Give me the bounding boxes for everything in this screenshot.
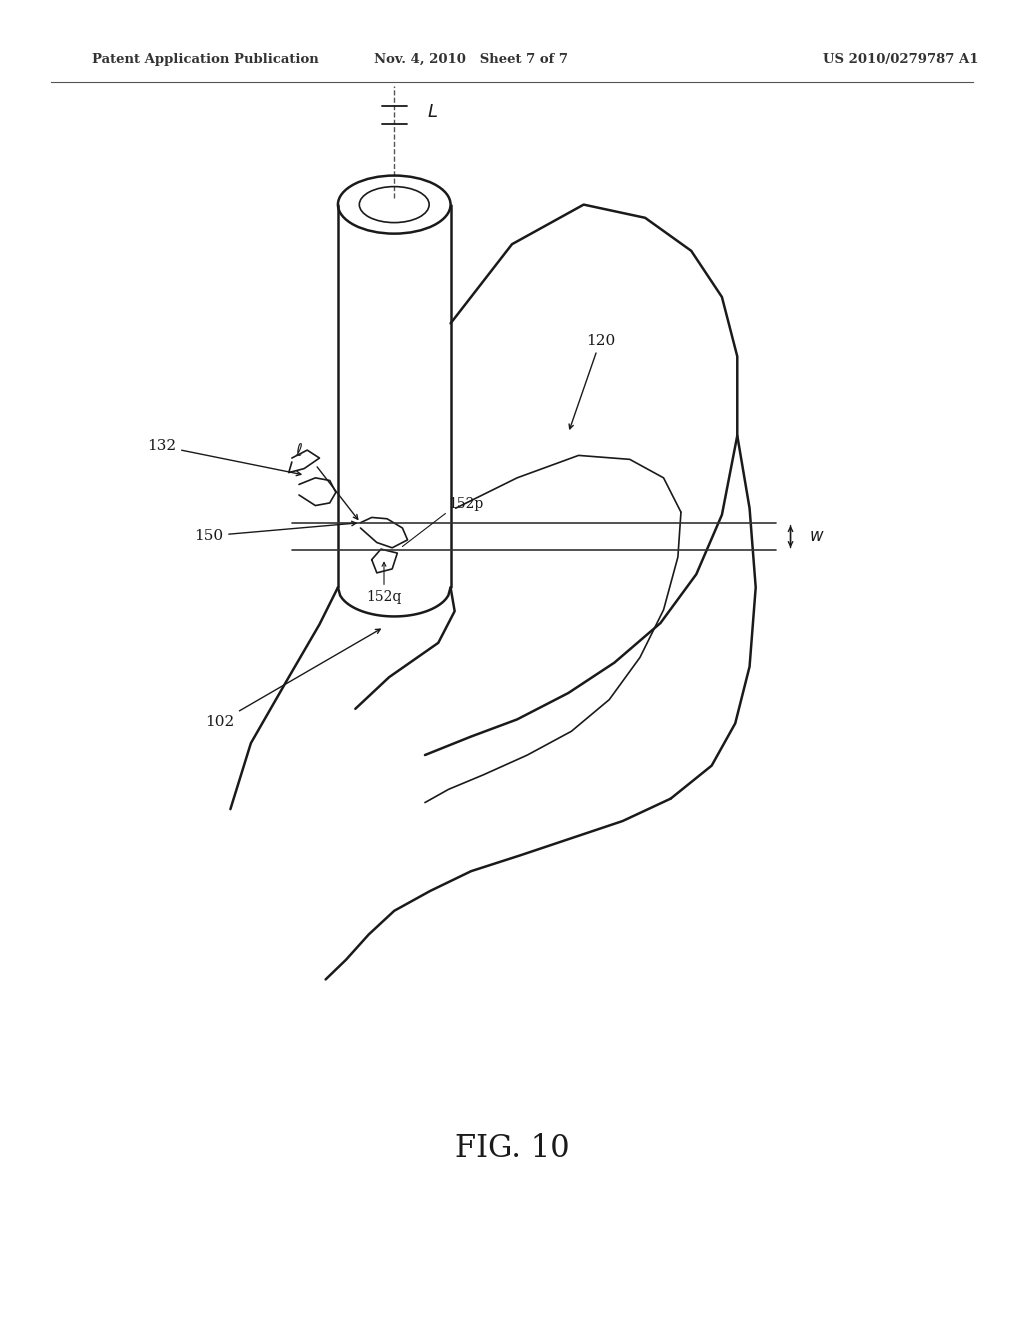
Text: $L$: $L$ [427, 103, 438, 121]
Text: 152q: 152q [367, 562, 401, 605]
Text: 120: 120 [569, 334, 615, 429]
Text: 150: 150 [195, 521, 356, 543]
Text: 132: 132 [147, 440, 301, 475]
Text: FIG. 10: FIG. 10 [455, 1133, 569, 1164]
Text: 102: 102 [206, 630, 380, 729]
Text: 152p: 152p [449, 498, 483, 511]
Text: $\ell$: $\ell$ [295, 444, 303, 459]
Text: Nov. 4, 2010   Sheet 7 of 7: Nov. 4, 2010 Sheet 7 of 7 [374, 53, 568, 66]
Text: $w$: $w$ [809, 528, 824, 545]
Text: US 2010/0279787 A1: US 2010/0279787 A1 [823, 53, 979, 66]
Text: Patent Application Publication: Patent Application Publication [92, 53, 318, 66]
